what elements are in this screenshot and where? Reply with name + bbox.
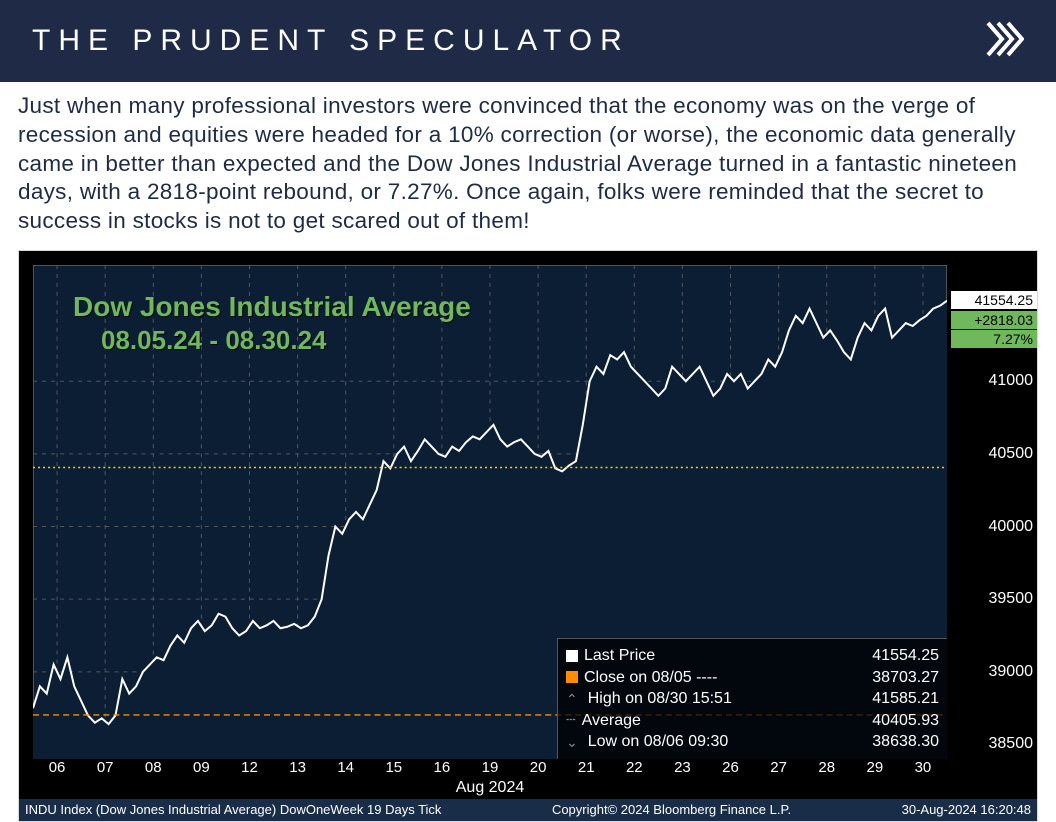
chart-legend: Last Price 41554.25 Close on 08/05 ---- … [557, 638, 947, 759]
end-price-box: 41554.25 [951, 291, 1037, 309]
legend-last-value: 41554.25 [872, 645, 939, 667]
x-tick-label: 19 [482, 759, 499, 776]
x-axis: Aug 2024 06 07 08 09 12 13 14 15 16 19 20 21 22 23 26 2… [33, 759, 947, 799]
footer-right: 30-Aug-2024 16:20:48 [902, 802, 1031, 817]
legend-low-value: 38638.30 [872, 731, 939, 753]
orange-swatch-icon [566, 671, 578, 683]
footer-center: Copyright© 2024 Bloomberg Finance L.P. [552, 802, 791, 817]
page-title: THE PRUDENT SPECULATOR [32, 24, 630, 58]
chart-footer: INDU Index (Dow Jones Industrial Average… [19, 799, 1037, 821]
x-tick-label: 14 [337, 759, 354, 776]
legend-close-value: 38703.27 [872, 667, 939, 689]
chart-title: Dow Jones Industrial Average 08.05.24 - … [73, 289, 471, 357]
chart-title-line1: Dow Jones Industrial Average [73, 291, 471, 322]
legend-avg-label: Average [582, 710, 641, 732]
x-tick-label: 16 [434, 759, 451, 776]
x-tick-label: 09 [193, 759, 210, 776]
y-tick-label: 39500 [989, 590, 1034, 608]
legend-close-label: Close on 08/05 ---- [584, 667, 717, 689]
header-bar: THE PRUDENT SPECULATOR [0, 0, 1056, 82]
x-tick-label: 22 [626, 759, 643, 776]
x-tick-label: 28 [818, 759, 835, 776]
legend-last-label: Last Price [584, 645, 655, 667]
x-tick-label: 12 [241, 759, 258, 776]
chart-title-line2: 08.05.24 - 08.30.24 [101, 324, 471, 357]
x-tick-label: 13 [289, 759, 306, 776]
legend-high-value: 41585.21 [872, 688, 939, 710]
x-axis-label: Aug 2024 [456, 779, 525, 797]
x-tick-label: 21 [578, 759, 595, 776]
y-tick-label: 39000 [989, 663, 1034, 681]
legend-row-low: Low on 08/06 09:30 38638.30 [566, 731, 939, 753]
legend-avg-value: 40405.93 [872, 710, 939, 732]
x-tick-label: 29 [866, 759, 883, 776]
plot-area: Dow Jones Industrial Average 08.05.24 - … [33, 265, 947, 759]
dash-icon: ┄ [566, 710, 576, 732]
white-swatch-icon [566, 650, 578, 662]
legend-row-avg: ┄ Average 40405.93 [566, 710, 939, 732]
intro-paragraph: Just when many professional investors we… [0, 82, 1056, 246]
y-axis-labels: 41554.25 +2818.03 7.27% 38500 39000 39500 4… [949, 265, 1037, 759]
x-tick-label: 23 [674, 759, 691, 776]
legend-row-last: Last Price 41554.25 [566, 645, 939, 667]
brand-logo-icon [984, 19, 1024, 64]
dow-chart: Dow Jones Industrial Average 08.05.24 - … [18, 250, 1038, 822]
legend-high-label: High on 08/30 15:51 [588, 688, 732, 710]
x-tick-label: 27 [770, 759, 787, 776]
legend-row-high: High on 08/30 15:51 41585.21 [566, 688, 939, 710]
y-tick-label: 41000 [989, 372, 1034, 390]
x-tick-label: 06 [49, 759, 66, 776]
x-tick-label: 26 [722, 759, 739, 776]
y-tick-label: 40000 [989, 518, 1034, 536]
end-pct-box: 7.27% [951, 330, 1037, 348]
end-change-box: +2818.03 [951, 311, 1037, 329]
x-tick-label: 15 [385, 759, 402, 776]
y-tick-label: 38500 [989, 735, 1034, 753]
x-tick-label: 07 [97, 759, 114, 776]
legend-row-close: Close on 08/05 ---- 38703.27 [566, 667, 939, 689]
y-tick-label: 40500 [989, 445, 1034, 463]
footer-left: INDU Index (Dow Jones Industrial Average… [25, 802, 441, 817]
x-tick-label: 30 [915, 759, 932, 776]
legend-low-label: Low on 08/06 09:30 [588, 731, 729, 753]
x-tick-label: 08 [145, 759, 162, 776]
x-tick-label: 20 [530, 759, 547, 776]
